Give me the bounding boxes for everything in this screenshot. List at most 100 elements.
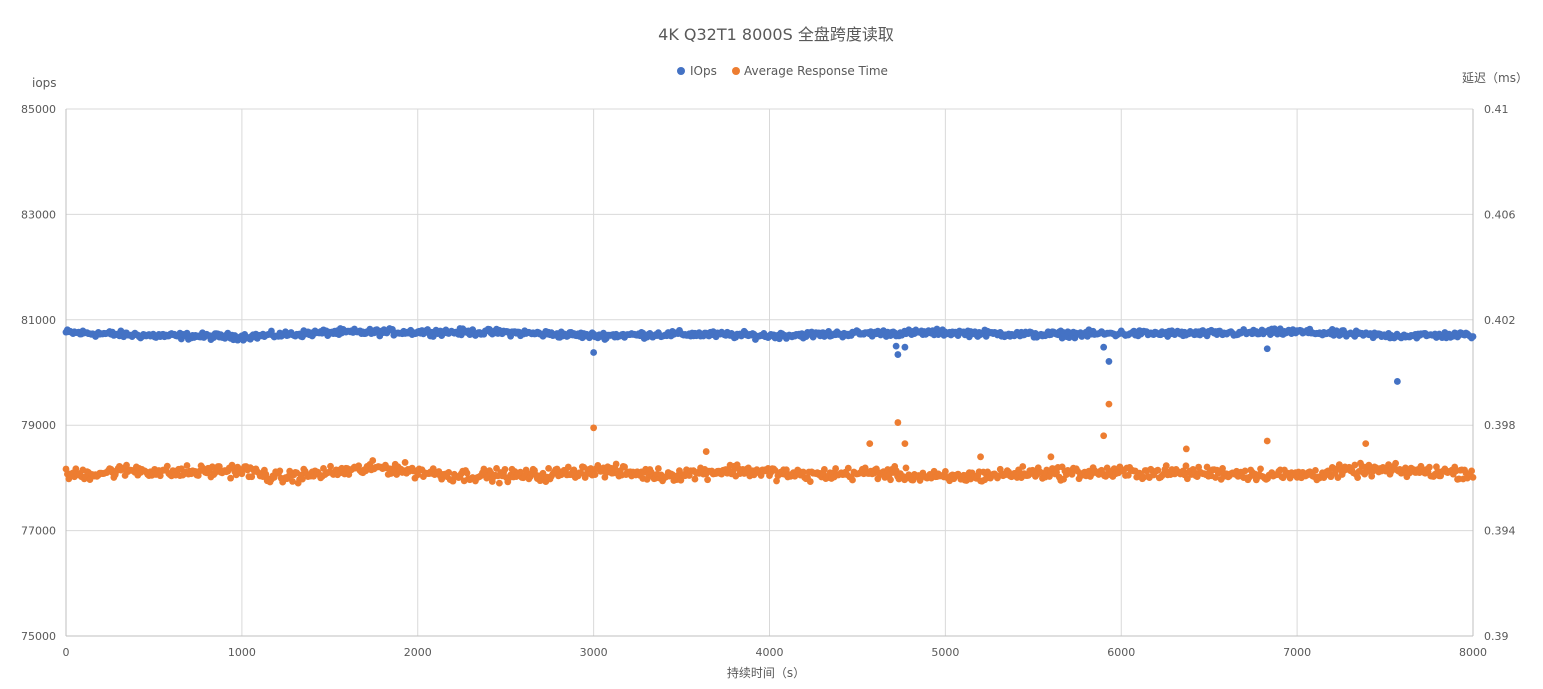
x-tick-label: 6000 xyxy=(1107,646,1135,659)
data-point xyxy=(806,478,814,485)
x-tick-label: 2000 xyxy=(404,646,432,659)
y-left-tick-label: 79000 xyxy=(21,419,56,432)
data-point xyxy=(1154,466,1162,474)
y-right-tick-label: 0.394 xyxy=(1484,525,1516,538)
x-tick-label: 0 xyxy=(63,646,70,659)
data-point xyxy=(1392,459,1400,467)
data-point xyxy=(591,471,599,479)
x-tick-label: 8000 xyxy=(1459,646,1487,659)
data-point xyxy=(1351,461,1359,469)
data-point-outlier xyxy=(1263,345,1271,353)
data-point xyxy=(298,475,306,483)
x-tick-label: 7000 xyxy=(1283,646,1311,659)
data-point-outlier xyxy=(977,453,984,461)
data-point xyxy=(401,459,409,466)
data-point xyxy=(1257,465,1264,473)
x-tick-label: 5000 xyxy=(931,646,959,659)
y-left-tick-label: 77000 xyxy=(21,525,56,538)
data-point xyxy=(873,465,880,473)
data-point xyxy=(621,463,628,471)
data-point xyxy=(1385,461,1392,469)
data-point xyxy=(1468,467,1475,475)
data-point xyxy=(704,476,711,484)
data-point xyxy=(501,465,509,473)
x-tick-label: 3000 xyxy=(580,646,608,659)
data-point-outlier xyxy=(1393,378,1401,385)
data-point xyxy=(1162,462,1170,470)
data-point xyxy=(183,462,191,469)
y-right-tick-label: 0.406 xyxy=(1484,208,1516,221)
chart-title: 4K Q32T1 8000S 全盘跨度读取 xyxy=(658,25,894,44)
data-point xyxy=(289,478,296,485)
data-point xyxy=(445,468,453,476)
data-point-outlier xyxy=(590,424,598,432)
data-point-outlier xyxy=(1100,432,1108,440)
data-point xyxy=(369,457,377,464)
data-point-outlier xyxy=(590,349,598,356)
data-point xyxy=(564,463,572,471)
data-point xyxy=(1219,465,1226,472)
data-point-outlier xyxy=(1362,440,1370,448)
data-point xyxy=(612,460,620,468)
data-point xyxy=(996,465,1004,473)
data-point xyxy=(941,467,949,475)
y-right-tick-label: 0.398 xyxy=(1484,419,1516,432)
y-left-tick-label: 83000 xyxy=(21,208,56,221)
data-point xyxy=(773,477,780,485)
data-point-outlier xyxy=(866,440,874,448)
data-point xyxy=(163,462,171,470)
legend: IOps Average Response Time xyxy=(677,64,888,78)
data-point xyxy=(545,464,552,472)
data-point xyxy=(1182,462,1190,470)
data-point-outlier xyxy=(1100,343,1108,351)
data-point xyxy=(643,475,651,483)
data-point xyxy=(984,468,991,476)
data-point xyxy=(1183,475,1191,483)
data-point-outlier xyxy=(1105,358,1113,365)
y-left-tick-label: 81000 xyxy=(21,314,56,327)
legend-marker-response-time xyxy=(732,67,740,75)
data-point xyxy=(577,469,585,477)
y-right-tick-label: 0.41 xyxy=(1484,103,1509,116)
data-point xyxy=(215,463,223,470)
data-point xyxy=(493,465,500,472)
data-point xyxy=(844,464,852,472)
data-point xyxy=(1354,474,1362,481)
legend-label-response-time: Average Response Time xyxy=(744,64,888,78)
data-point xyxy=(887,476,894,484)
data-point xyxy=(849,476,856,484)
data-point xyxy=(1368,472,1376,480)
data-point xyxy=(799,468,807,476)
data-point xyxy=(227,474,235,482)
data-point xyxy=(327,462,334,470)
data-point xyxy=(1469,333,1477,340)
x-tick-label: 1000 xyxy=(228,646,256,659)
data-point-outlier xyxy=(1182,445,1190,453)
data-point xyxy=(72,465,80,473)
data-point xyxy=(832,465,840,472)
data-point-outlier xyxy=(702,448,710,455)
data-point xyxy=(1425,463,1433,471)
data-point xyxy=(1068,470,1076,478)
data-point xyxy=(902,464,910,472)
data-point-outlier xyxy=(1105,400,1113,408)
data-point-outlier xyxy=(892,342,900,350)
y-right-tick-label: 0.39 xyxy=(1484,630,1509,643)
data-point xyxy=(463,469,471,477)
data-point xyxy=(1019,463,1027,470)
data-point-outlier xyxy=(1263,437,1271,445)
y-left-tick-label: 85000 xyxy=(21,103,56,116)
y-left-tick-label: 75000 xyxy=(21,630,56,643)
data-point xyxy=(1469,474,1477,481)
data-point xyxy=(1312,467,1319,474)
series-iops xyxy=(62,325,1477,385)
legend-marker-iops xyxy=(677,67,685,75)
data-point xyxy=(320,465,327,472)
legend-label-iops: IOps xyxy=(690,64,717,78)
data-point-outlier xyxy=(901,343,909,351)
data-point xyxy=(820,465,828,473)
data-point-outlier xyxy=(901,440,909,448)
data-point xyxy=(1335,461,1343,469)
series-response-time xyxy=(62,400,1477,487)
